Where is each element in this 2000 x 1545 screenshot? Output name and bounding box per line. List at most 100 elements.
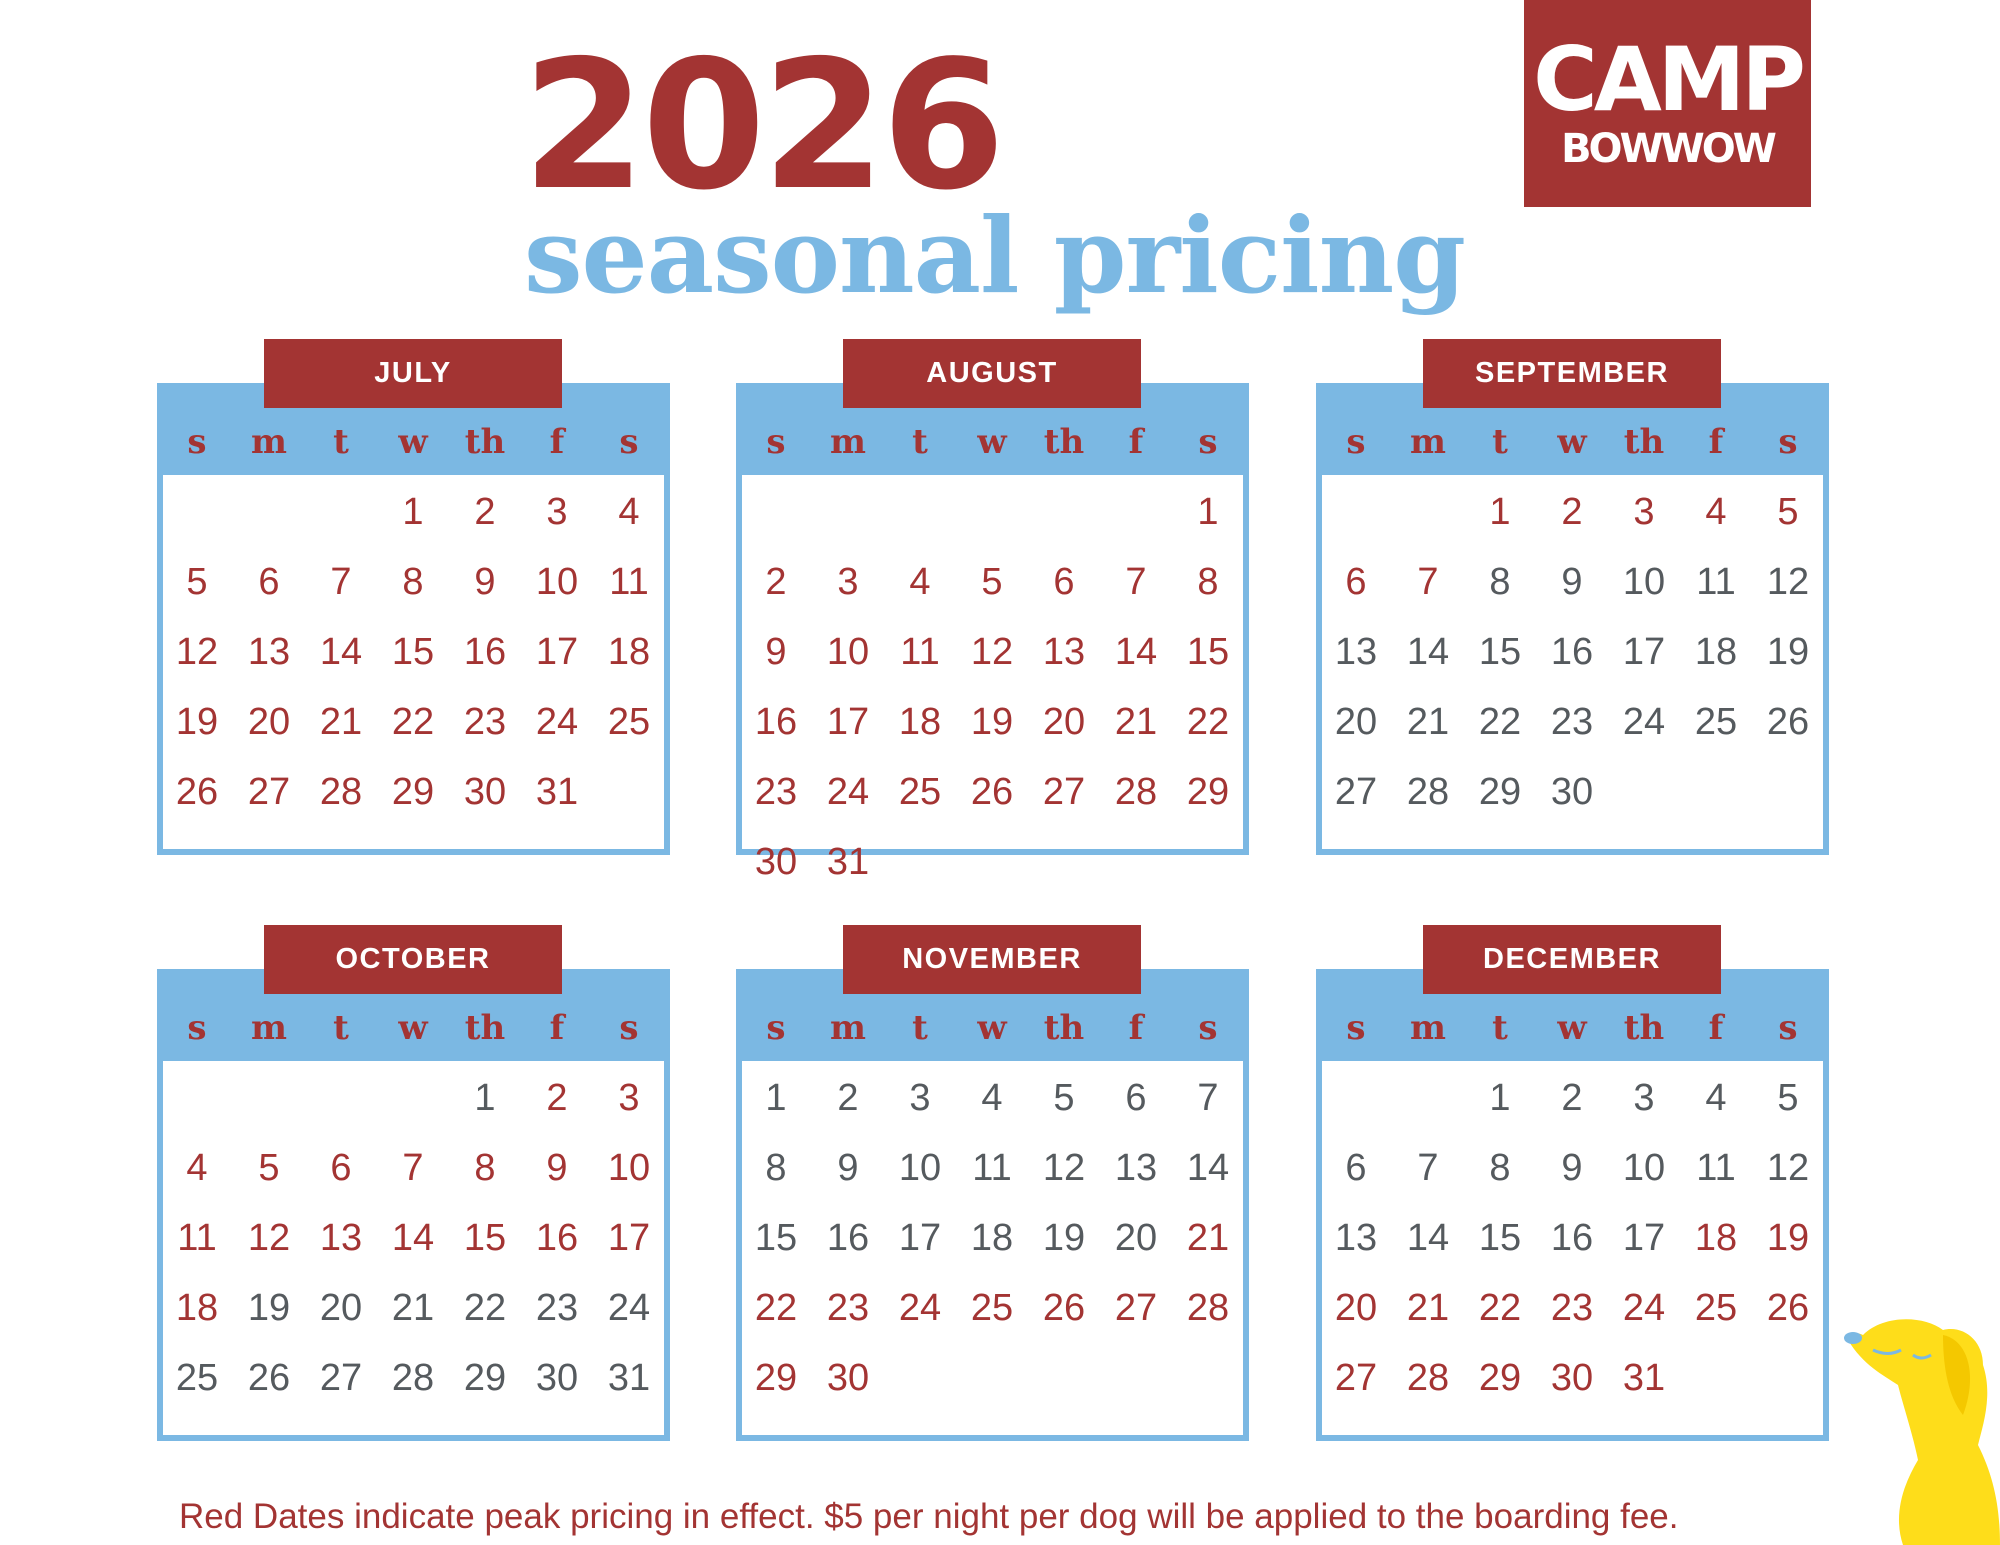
weekday-label: f (1708, 1008, 1724, 1048)
date-peak: 20 (247, 701, 291, 743)
date-regular: 30 (535, 1357, 579, 1399)
weekday-label: s (187, 422, 207, 462)
date-regular: 17 (898, 1217, 942, 1259)
date-regular: 14 (1406, 1217, 1450, 1259)
date-peak: 16 (463, 631, 507, 673)
date-regular: 1 (474, 1077, 496, 1119)
date-peak: 4 (909, 561, 931, 603)
date-peak: 25 (1694, 1287, 1738, 1329)
date-peak: 19 (970, 701, 1014, 743)
date-peak: 16 (535, 1217, 579, 1259)
weekday-label: s (1346, 1008, 1366, 1048)
date-regular: 27 (1334, 771, 1378, 813)
date-regular: 5 (1777, 1077, 1799, 1119)
date-regular: 19 (1766, 631, 1810, 673)
month-frame (736, 383, 1249, 855)
date-peak: 6 (258, 561, 280, 603)
date-peak: 14 (391, 1217, 435, 1259)
date-regular: 12 (1766, 1147, 1810, 1189)
date-regular: 23 (535, 1287, 579, 1329)
date-regular: 17 (1622, 631, 1666, 673)
date-peak: 2 (474, 491, 496, 533)
weekday-label: w (1557, 422, 1587, 462)
date-regular: 19 (1042, 1217, 1086, 1259)
weekday-label: th (1623, 422, 1665, 462)
date-regular: 18 (970, 1217, 1014, 1259)
date-peak: 7 (1125, 561, 1147, 603)
date-regular: 16 (826, 1217, 870, 1259)
date-peak: 11 (900, 631, 940, 673)
month-december: DECEMBER s m t w th f s 1 2 3 4 5 6 7 8 9 10 11 12 13 14 15 16 1… (1316, 925, 1829, 1441)
date-regular: 16 (1550, 1217, 1594, 1259)
date-regular: 14 (1406, 631, 1450, 673)
date-peak: 17 (607, 1217, 651, 1259)
date-peak: 3 (837, 561, 859, 603)
logo-line1: CAMP (1533, 28, 1806, 131)
date-peak: 9 (765, 631, 787, 673)
year-title: 2026 (522, 22, 1005, 229)
weekday-label: s (1346, 422, 1366, 462)
date-peak: 26 (1766, 1287, 1810, 1329)
dates-area (163, 1061, 664, 1435)
footer-note: Red Dates indicate peak pricing in effec… (179, 1497, 1679, 1536)
weekday-label: t (333, 1008, 349, 1048)
weekday-label: s (619, 1008, 639, 1048)
date-regular: 7 (1417, 1147, 1439, 1189)
date-regular: 8 (1489, 561, 1511, 603)
month-september: SEPTEMBER s m t w th f s 1 2 3 4 5 6 7 8 9 10 11 12 13 14 15 16… (1316, 339, 1829, 855)
date-regular: 25 (1694, 701, 1738, 743)
date-peak: 12 (970, 631, 1014, 673)
date-regular: 17 (1622, 1217, 1666, 1259)
date-peak: 1 (1489, 491, 1511, 533)
month-title: AUGUST (843, 339, 1141, 408)
date-regular: 12 (1766, 561, 1810, 603)
month-title: JULY (264, 339, 562, 408)
date-peak: 25 (898, 771, 942, 813)
date-regular: 3 (909, 1077, 931, 1119)
month-october: OCTOBER s m t w th f s 1 2 3 4 5 6 7 8 9 10 11 12 13 14 15 16 17… (157, 925, 670, 1441)
date-peak: 21 (1406, 1287, 1450, 1329)
weekday-label: th (1043, 422, 1085, 462)
date-regular: 7 (1197, 1077, 1219, 1119)
weekday-label: t (912, 1008, 928, 1048)
date-regular: 25 (175, 1357, 219, 1399)
date-peak: 21 (319, 701, 363, 743)
date-peak: 4 (618, 491, 640, 533)
month-frame (1316, 383, 1829, 855)
month-frame (157, 969, 670, 1441)
date-regular: 29 (463, 1357, 507, 1399)
dates-area (1322, 1061, 1823, 1435)
weekday-label: t (333, 422, 349, 462)
weekday-label: f (1128, 1008, 1144, 1048)
date-peak: 5 (981, 561, 1003, 603)
date-peak: 3 (546, 491, 568, 533)
date-regular: 9 (837, 1147, 859, 1189)
date-regular: 3 (1633, 1077, 1655, 1119)
date-peak: 29 (1478, 1357, 1522, 1399)
date-peak: 14 (1114, 631, 1158, 673)
date-regular: 10 (1622, 1147, 1666, 1189)
date-regular: 6 (1125, 1077, 1147, 1119)
date-peak: 13 (319, 1217, 363, 1259)
date-peak: 24 (535, 701, 579, 743)
date-peak: 15 (463, 1217, 507, 1259)
date-regular: 21 (391, 1287, 435, 1329)
date-regular: 10 (898, 1147, 942, 1189)
date-regular: 27 (319, 1357, 363, 1399)
date-regular: 5 (1053, 1077, 1075, 1119)
month-title: NOVEMBER (843, 925, 1141, 994)
month-frame (1316, 969, 1829, 1441)
date-peak: 26 (970, 771, 1014, 813)
weekday-label: th (1623, 1008, 1665, 1048)
date-peak: 10 (535, 561, 579, 603)
date-peak: 29 (754, 1357, 798, 1399)
date-peak: 24 (826, 771, 870, 813)
date-peak: 18 (175, 1287, 219, 1329)
date-regular: 26 (1766, 701, 1810, 743)
date-regular: 20 (319, 1287, 363, 1329)
date-regular: 4 (981, 1077, 1003, 1119)
date-peak: 22 (1478, 1287, 1522, 1329)
date-regular: 15 (1478, 1217, 1522, 1259)
weekday-label: th (464, 1008, 506, 1048)
weekday-label: t (912, 422, 928, 462)
